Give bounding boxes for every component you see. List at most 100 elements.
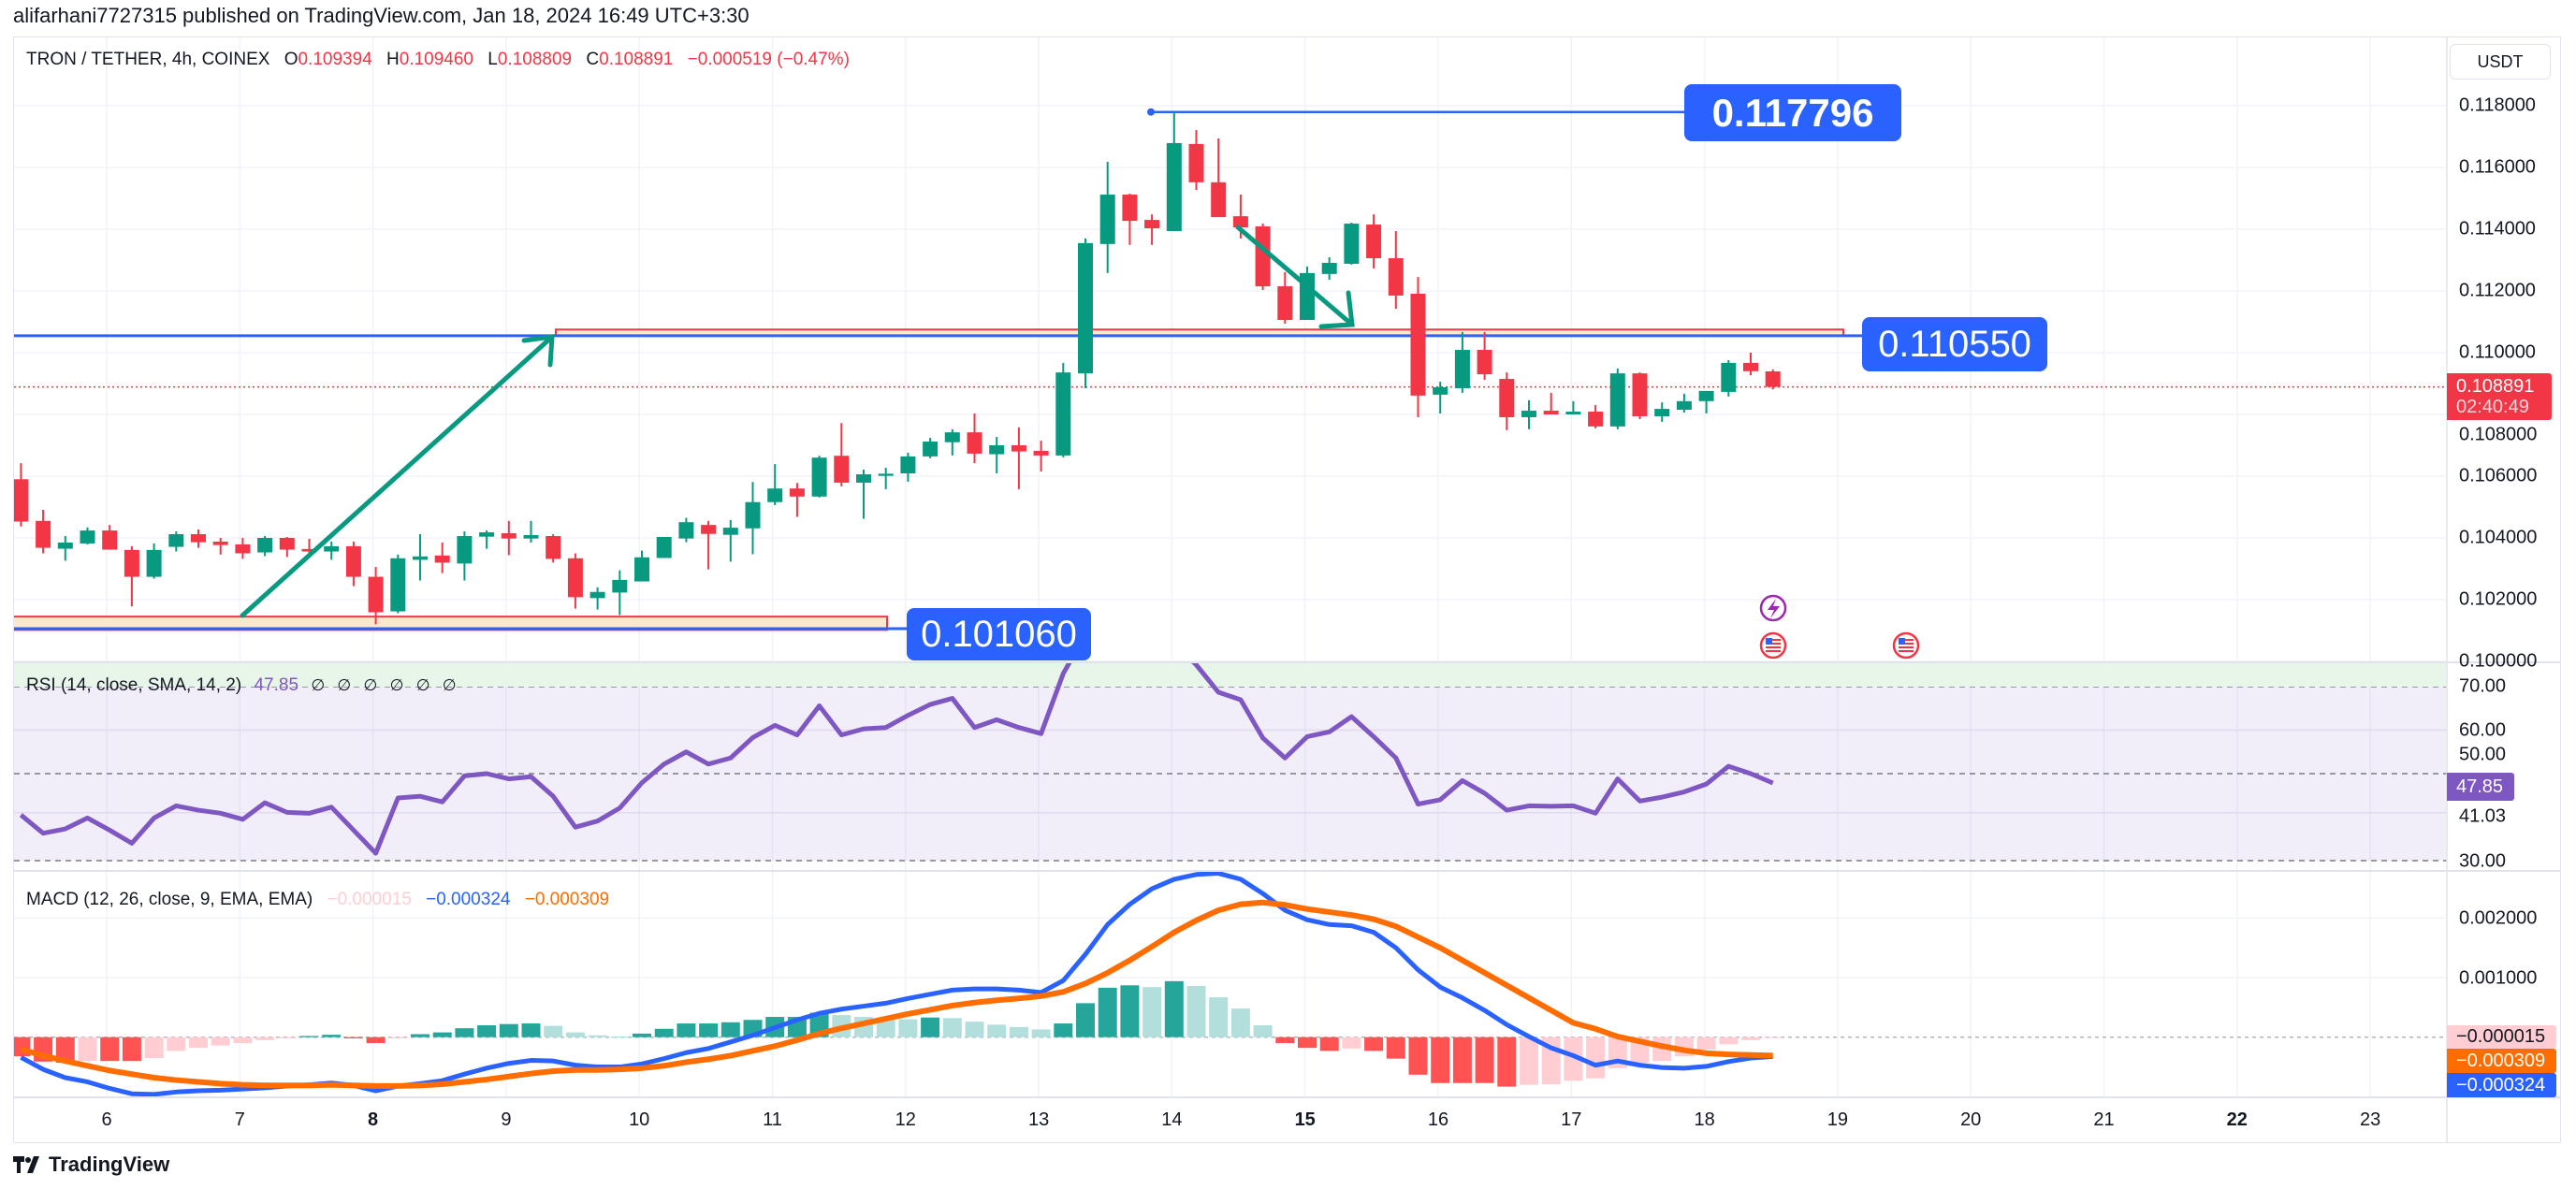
candle-body bbox=[413, 556, 428, 560]
macd-legend[interactable]: MACD (12, 26, close, 9, EMA, EMA) −0.000… bbox=[26, 890, 609, 910]
macd-histogram-bar bbox=[633, 1033, 651, 1037]
candle-body bbox=[168, 534, 184, 547]
candle bbox=[1698, 390, 1714, 414]
candle bbox=[589, 587, 605, 610]
candle bbox=[1609, 368, 1625, 429]
candle-body bbox=[567, 558, 583, 598]
macd-histogram-bar bbox=[432, 1032, 452, 1037]
candle-body bbox=[1033, 450, 1049, 456]
time-axis-label: 10 bbox=[629, 1109, 650, 1130]
macd-histogram-bar bbox=[78, 1037, 97, 1062]
candle bbox=[1255, 224, 1271, 291]
candle bbox=[1011, 427, 1026, 489]
high-level-anchor bbox=[1147, 108, 1155, 116]
candle bbox=[1588, 405, 1604, 428]
candle bbox=[146, 543, 162, 579]
price-axis-label: 0.108000 bbox=[2459, 424, 2538, 445]
macd-histogram-bar bbox=[1209, 997, 1229, 1037]
candle-body bbox=[1232, 216, 1248, 228]
candle-body bbox=[1433, 386, 1448, 395]
candle bbox=[102, 525, 118, 550]
candle-body bbox=[878, 473, 894, 476]
candle-body bbox=[1144, 220, 1160, 229]
macd-hist-badge: −0.000015 bbox=[2447, 1025, 2556, 1049]
candle bbox=[1454, 331, 1470, 393]
candle bbox=[390, 554, 406, 614]
candle bbox=[168, 531, 184, 552]
candle bbox=[1765, 369, 1781, 390]
candle bbox=[1743, 353, 1758, 376]
us-flag-icon bbox=[1899, 643, 1914, 645]
candle bbox=[1321, 257, 1337, 281]
macd-histogram-bar bbox=[1364, 1037, 1384, 1051]
candle bbox=[1122, 194, 1138, 245]
candle bbox=[1388, 230, 1404, 310]
candle-body bbox=[546, 536, 561, 559]
rsi-axis-label: 30.00 bbox=[2459, 850, 2507, 872]
high-price-label[interactable]: 0.117796 bbox=[1684, 84, 1901, 141]
resistance-price-label[interactable]: 0.110550 bbox=[1862, 317, 2047, 371]
macd-histogram-bar bbox=[898, 1019, 918, 1037]
candle bbox=[1144, 214, 1160, 245]
candle-body bbox=[1743, 362, 1758, 371]
candle bbox=[324, 541, 340, 560]
rsi-legend[interactable]: RSI (14, close, SMA, 14, 2) 47.85 ∅ ∅ ∅ … bbox=[26, 675, 457, 696]
candle bbox=[967, 413, 982, 464]
high-value: 0.109460 bbox=[399, 50, 473, 69]
na-value: ∅ bbox=[415, 676, 430, 694]
support-price-label[interactable]: 0.101060 bbox=[907, 608, 1091, 660]
symbol-legend[interactable]: TRON / TETHER, 4h, COINEX O0.109394 H0.1… bbox=[26, 50, 850, 70]
candle-body bbox=[656, 537, 672, 558]
candle bbox=[1632, 372, 1648, 419]
rsi-pane bbox=[14, 663, 2447, 856]
macd-histogram-bar bbox=[1431, 1037, 1450, 1083]
candle-body bbox=[1499, 379, 1515, 417]
macd-histogram-bar bbox=[1120, 985, 1140, 1037]
candle-body bbox=[1166, 142, 1182, 231]
candle bbox=[1344, 223, 1360, 265]
candle bbox=[1721, 359, 1737, 397]
time-axis-label: 16 bbox=[1427, 1109, 1449, 1130]
candle-body bbox=[1565, 412, 1581, 414]
macd-histogram-bar bbox=[55, 1037, 75, 1064]
macd-histogram-bar bbox=[942, 1018, 962, 1037]
us-flag-icon bbox=[1766, 650, 1781, 652]
low-label: L bbox=[488, 50, 498, 69]
candle bbox=[811, 456, 827, 498]
candle-body bbox=[124, 549, 139, 577]
candle-body bbox=[1543, 411, 1559, 414]
rsi-overbought-fill bbox=[14, 663, 2447, 687]
candle-body bbox=[1321, 262, 1337, 274]
candle bbox=[923, 438, 939, 458]
currency-button[interactable]: USDT bbox=[2450, 44, 2551, 80]
macd-histogram-bar bbox=[699, 1023, 719, 1037]
candle bbox=[1521, 399, 1536, 429]
candle-body bbox=[1211, 181, 1227, 218]
candle-body bbox=[1410, 293, 1426, 396]
time-axis-label: 18 bbox=[1694, 1109, 1715, 1130]
time-axis-label: 11 bbox=[763, 1109, 782, 1130]
candle bbox=[80, 527, 95, 544]
rsi-value-badge: 47.85 bbox=[2447, 773, 2514, 801]
footer[interactable]: TradingView bbox=[13, 1153, 169, 1177]
macd-histogram-bar bbox=[100, 1037, 120, 1062]
candle bbox=[767, 464, 783, 506]
candle-body bbox=[944, 432, 960, 442]
macd-histogram-bar bbox=[1497, 1037, 1517, 1087]
candle-body bbox=[14, 479, 29, 522]
macd-histogram-bar bbox=[1186, 985, 1206, 1037]
publisher-line: alifarhani7727315 published on TradingVi… bbox=[13, 4, 750, 27]
open-value: 0.109394 bbox=[298, 50, 372, 69]
candle-body bbox=[80, 530, 95, 544]
macd-histogram-bar bbox=[299, 1036, 319, 1037]
candle bbox=[722, 519, 738, 562]
candle bbox=[457, 531, 473, 581]
candle-body bbox=[434, 555, 450, 563]
up-arrow-head bbox=[521, 334, 555, 368]
candle-body bbox=[523, 535, 539, 539]
macd-histogram-bar bbox=[1408, 1037, 1428, 1075]
candle-body bbox=[1277, 286, 1293, 321]
candle bbox=[368, 567, 384, 625]
macd-histogram-bar bbox=[1564, 1037, 1583, 1081]
